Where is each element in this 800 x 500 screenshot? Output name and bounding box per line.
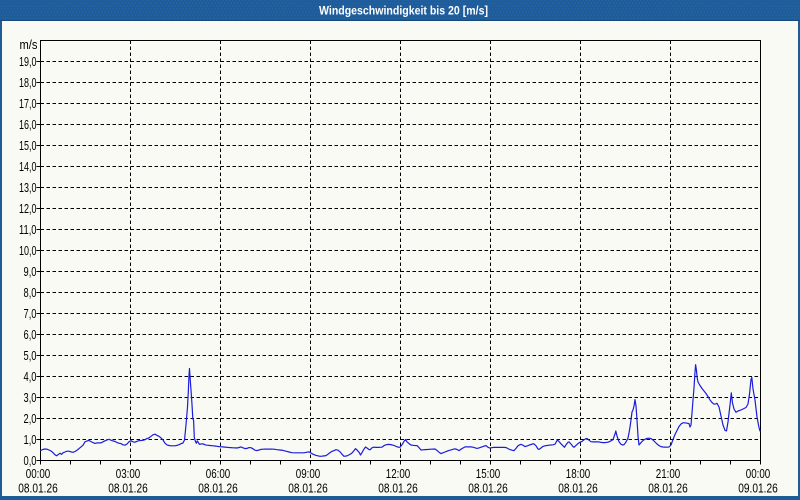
svg-text:m/s: m/s (20, 38, 38, 52)
svg-text:1,0: 1,0 (24, 433, 37, 447)
svg-text:08.01.26: 08.01.26 (288, 482, 328, 496)
svg-text:21:00: 21:00 (656, 467, 681, 481)
svg-text:16,0: 16,0 (19, 118, 37, 132)
svg-text:08.01.26: 08.01.26 (198, 482, 238, 496)
svg-text:12:00: 12:00 (386, 467, 411, 481)
svg-text:03:00: 03:00 (116, 467, 141, 481)
svg-text:8,0: 8,0 (24, 286, 37, 300)
svg-text:7,0: 7,0 (24, 307, 37, 321)
svg-text:08.01.26: 08.01.26 (648, 482, 688, 496)
svg-text:08.01.26: 08.01.26 (378, 482, 418, 496)
svg-text:9,0: 9,0 (24, 265, 37, 279)
svg-text:5,0: 5,0 (24, 349, 37, 363)
svg-text:2,0: 2,0 (24, 412, 37, 426)
svg-text:18:00: 18:00 (566, 467, 591, 481)
svg-text:6,0: 6,0 (24, 328, 37, 342)
svg-text:11,0: 11,0 (19, 223, 37, 237)
svg-text:06:00: 06:00 (206, 467, 231, 481)
svg-text:13,0: 13,0 (19, 181, 37, 195)
svg-text:08.01.26: 08.01.26 (468, 482, 508, 496)
svg-text:09.01.26: 09.01.26 (738, 482, 778, 496)
svg-text:08.01.26: 08.01.26 (558, 482, 598, 496)
svg-text:3,0: 3,0 (24, 391, 37, 405)
svg-text:08.01.26: 08.01.26 (108, 482, 148, 496)
svg-text:19,0: 19,0 (19, 55, 37, 69)
svg-text:09:00: 09:00 (296, 467, 321, 481)
svg-text:00:00: 00:00 (26, 467, 51, 481)
svg-text:Windgeschwindigkeit bis 20 [m/: Windgeschwindigkeit bis 20 [m/s] (319, 4, 488, 18)
svg-text:4,0: 4,0 (24, 370, 37, 384)
svg-text:0,0: 0,0 (24, 454, 37, 468)
svg-text:17,0: 17,0 (19, 97, 37, 111)
svg-text:18,0: 18,0 (19, 76, 37, 90)
svg-text:15:00: 15:00 (476, 467, 501, 481)
svg-text:12,0: 12,0 (19, 202, 37, 216)
svg-text:00:00: 00:00 (746, 467, 771, 481)
svg-text:15,0: 15,0 (19, 139, 37, 153)
svg-text:08.01.26: 08.01.26 (18, 482, 58, 496)
svg-text:10,0: 10,0 (19, 244, 37, 258)
svg-text:14,0: 14,0 (19, 160, 37, 174)
